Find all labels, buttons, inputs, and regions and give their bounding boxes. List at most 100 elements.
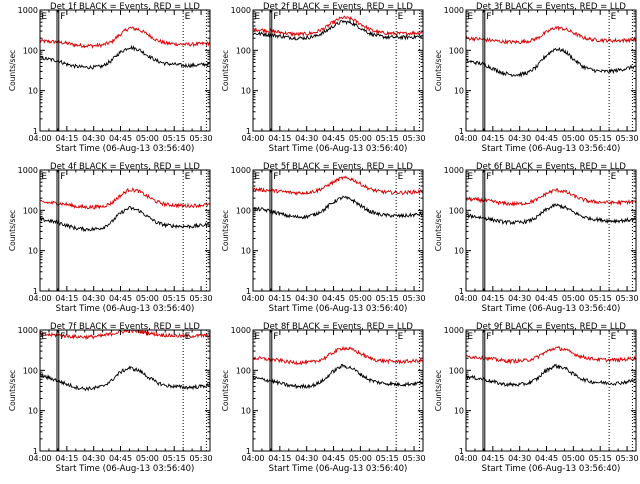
- y-tick-label: 10: [241, 407, 251, 416]
- y-tick-label: 10: [28, 407, 38, 416]
- y-axis-label: Counts/sec: [8, 50, 17, 91]
- lld-series-line: [253, 15, 423, 37]
- x-tick-label: 04:00: [28, 134, 51, 143]
- marker-label: E: [254, 12, 260, 22]
- events-series-line: [466, 203, 636, 226]
- x-tick-label: 05:15: [376, 294, 399, 303]
- y-tick-label: 10: [28, 87, 38, 96]
- series-group: [253, 345, 423, 390]
- y-tick-label: 1000: [18, 326, 38, 335]
- x-tick-label: 04:30: [295, 294, 318, 303]
- y-tick-label: 1: [33, 447, 38, 456]
- marker-label: F: [486, 12, 491, 22]
- marker-label: E: [398, 172, 404, 182]
- panel-title: Det 7f BLACK = Events, RED = LLD: [50, 322, 200, 332]
- marker-label: F: [273, 172, 278, 182]
- series-group: [40, 26, 210, 70]
- lld-series-line: [253, 345, 423, 366]
- marker-label: E: [254, 172, 260, 182]
- x-tick-label: 04:45: [535, 454, 558, 463]
- x-tick-label: 04:30: [295, 134, 318, 143]
- plot-frame: [252, 9, 424, 132]
- x-axis-label: Start Time (06-Aug-13 03:56:40): [56, 144, 195, 154]
- x-tick-label: 04:45: [322, 294, 345, 303]
- plot-frame: [252, 329, 424, 452]
- x-tick-label: 04:00: [454, 454, 477, 463]
- panel-title: Det 4f BLACK = Events, RED = LLD: [50, 162, 200, 172]
- panel-title: Det 2f BLACK = Events, RED = LLD: [263, 2, 413, 12]
- events-series-line: [253, 363, 423, 390]
- x-tick-label: 05:00: [562, 454, 585, 463]
- x-tick-label: 04:45: [535, 134, 558, 143]
- y-axis-label: Counts/sec: [434, 50, 443, 91]
- x-tick-label: 04:45: [109, 134, 132, 143]
- x-axis-label: Start Time (06-Aug-13 03:56:40): [56, 464, 195, 474]
- marker-label: E: [185, 332, 191, 342]
- y-tick-label: 10: [241, 87, 251, 96]
- lld-series-line: [466, 188, 636, 207]
- x-tick-label: 04:45: [322, 454, 345, 463]
- x-tick-label: 04:45: [535, 294, 558, 303]
- y-tick-label: 1: [459, 287, 464, 296]
- x-tick-label: 05:30: [403, 454, 426, 463]
- y-tick-label: 1000: [444, 166, 464, 175]
- panel-title: Det 3f BLACK = Events, RED = LLD: [476, 2, 626, 12]
- y-tick-label: 1: [246, 447, 251, 456]
- y-tick-label: 1000: [18, 166, 38, 175]
- plot-frame: [465, 9, 637, 132]
- marker-label: E: [41, 332, 47, 342]
- x-tick-label: 04:30: [508, 294, 531, 303]
- x-tick-label: 04:00: [454, 294, 477, 303]
- events-series-line: [40, 205, 210, 233]
- x-tick-label: 05:15: [163, 134, 186, 143]
- marker-label: E: [467, 172, 473, 182]
- x-tick-label: 04:30: [508, 134, 531, 143]
- marker-label: F: [60, 172, 65, 182]
- x-tick-label: 05:15: [589, 294, 612, 303]
- marker-label: E: [398, 12, 404, 22]
- panel-title: Det 9f BLACK = Events, RED = LLD: [476, 322, 626, 332]
- lld-series-line: [253, 175, 423, 197]
- y-tick-label: 10: [241, 247, 251, 256]
- x-tick-label: 04:45: [109, 294, 132, 303]
- x-tick-label: 05:30: [190, 134, 213, 143]
- marker-label: E: [611, 172, 617, 182]
- y-axis-label: Counts/sec: [221, 50, 230, 91]
- y-tick-label: 100: [236, 366, 251, 375]
- x-tick-label: 04:15: [55, 454, 78, 463]
- x-tick-label: 04:30: [82, 294, 105, 303]
- marker-label: E: [467, 12, 473, 22]
- marker-label: E: [467, 332, 473, 342]
- series-group: [40, 187, 210, 233]
- x-tick-label: 05:30: [616, 134, 639, 143]
- y-tick-label: 1: [246, 287, 251, 296]
- y-tick-label: 10: [454, 407, 464, 416]
- panel-title: Det 8f BLACK = Events, RED = LLD: [263, 322, 413, 332]
- y-tick-label: 100: [236, 206, 251, 215]
- x-tick-label: 04:15: [55, 294, 78, 303]
- lld-series-line: [40, 26, 210, 49]
- events-series-line: [40, 44, 210, 70]
- series-group: [253, 175, 423, 220]
- x-tick-label: 05:00: [136, 294, 159, 303]
- plot-frame: [39, 169, 211, 292]
- y-tick-label: 10: [28, 247, 38, 256]
- x-tick-label: 05:15: [589, 134, 612, 143]
- marker-label: E: [398, 332, 404, 342]
- lld-series-line: [466, 25, 636, 45]
- x-tick-label: 05:30: [616, 294, 639, 303]
- y-tick-label: 1: [33, 287, 38, 296]
- x-axis-label: Start Time (06-Aug-13 03:56:40): [482, 144, 621, 154]
- x-tick-label: 05:30: [616, 454, 639, 463]
- series-group: [253, 15, 423, 41]
- x-tick-label: 04:00: [241, 134, 264, 143]
- x-tick-label: 04:30: [82, 454, 105, 463]
- x-tick-label: 05:15: [376, 134, 399, 143]
- events-series-line: [466, 47, 636, 78]
- lld-series-line: [40, 330, 210, 341]
- marker-label: E: [254, 332, 260, 342]
